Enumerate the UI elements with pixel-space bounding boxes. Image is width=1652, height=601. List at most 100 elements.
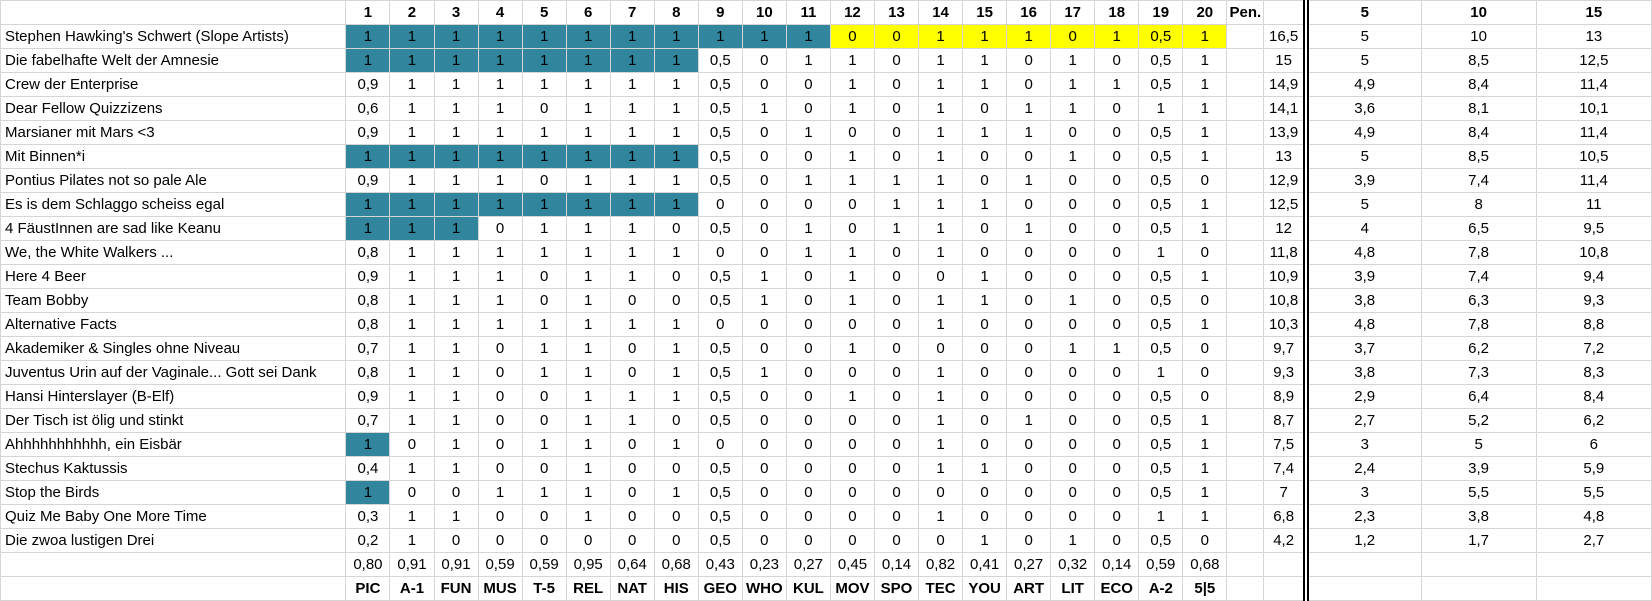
score-cell-q9[interactable]: 0,5 <box>697 72 743 97</box>
score-cell-q16[interactable]: 0 <box>1006 336 1052 361</box>
checkpoint-cell-5[interactable]: 3 <box>1302 432 1422 457</box>
score-cell-q11[interactable]: 0 <box>785 312 831 337</box>
score-cell-q5[interactable]: 1 <box>521 312 567 337</box>
total-col-header[interactable] <box>1263 0 1307 25</box>
score-cell-q20[interactable]: 1 <box>1182 432 1228 457</box>
score-cell-q2[interactable]: 1 <box>389 144 435 169</box>
score-cell-q16[interactable]: 0 <box>1006 288 1052 313</box>
score-cell-q18[interactable]: 0 <box>1094 264 1140 289</box>
categories-checkpoint-cell[interactable] <box>1535 576 1652 601</box>
score-cell-q6[interactable]: 1 <box>565 288 611 313</box>
averages-checkpoint-cell[interactable] <box>1420 552 1537 577</box>
score-cell-q5[interactable]: 0 <box>521 264 567 289</box>
question-col-header-11[interactable]: 11 <box>785 0 831 25</box>
score-cell-q15[interactable]: 0 <box>962 336 1008 361</box>
score-cell-q17[interactable]: 0 <box>1050 432 1096 457</box>
score-cell-q9[interactable]: 0,5 <box>697 360 743 385</box>
score-cell-q2[interactable]: 1 <box>389 240 435 265</box>
score-cell-q20[interactable]: 1 <box>1182 72 1228 97</box>
score-cell-q17[interactable]: 0 <box>1050 120 1096 145</box>
score-cell-q4[interactable]: 1 <box>477 288 523 313</box>
score-cell-q4[interactable]: 0 <box>477 336 523 361</box>
team-name-cell[interactable]: Dear Fellow Quizzizens <box>0 96 347 121</box>
score-cell-q9[interactable]: 0 <box>697 240 743 265</box>
score-cell-q11[interactable]: 1 <box>785 48 831 73</box>
score-cell-q12[interactable]: 1 <box>829 144 875 169</box>
categories-penalty-cell[interactable] <box>1226 576 1265 601</box>
score-cell-q13[interactable]: 0 <box>873 96 920 121</box>
score-cell-q9[interactable]: 0,5 <box>697 216 743 241</box>
category-cell-T-5[interactable]: T-5 <box>521 576 567 601</box>
score-cell-q11[interactable]: 0 <box>785 432 831 457</box>
average-cell-q16[interactable]: 0,27 <box>1006 552 1052 577</box>
score-cell-q19[interactable]: 1 <box>1138 360 1184 385</box>
score-cell-q19[interactable]: 0,5 <box>1138 192 1184 217</box>
score-cell-q1[interactable]: 0,4 <box>345 456 391 481</box>
score-cell-q14[interactable]: 1 <box>918 504 964 529</box>
score-cell-q13[interactable]: 0 <box>873 336 920 361</box>
score-cell-q16[interactable]: 0 <box>1006 192 1052 217</box>
score-cell-q9[interactable]: 0,5 <box>697 384 743 409</box>
score-cell-q10[interactable]: 0 <box>741 240 787 265</box>
checkpoint-cell-10[interactable]: 7,8 <box>1420 312 1537 337</box>
score-cell-q13[interactable]: 0 <box>873 48 920 73</box>
score-cell-q13[interactable]: 0 <box>873 288 920 313</box>
score-cell-q4[interactable]: 1 <box>477 48 523 73</box>
penalty-cell[interactable] <box>1226 48 1265 73</box>
question-col-header-12[interactable]: 12 <box>829 0 875 25</box>
checkpoint-cell-10[interactable]: 5,2 <box>1420 408 1537 433</box>
question-col-header-16[interactable]: 16 <box>1006 0 1052 25</box>
score-cell-q9[interactable]: 0,5 <box>697 144 743 169</box>
score-cell-q15[interactable]: 0 <box>962 360 1008 385</box>
penalty-cell[interactable] <box>1226 288 1265 313</box>
score-cell-q7[interactable]: 1 <box>609 168 655 193</box>
score-cell-q14[interactable]: 1 <box>918 240 964 265</box>
penalty-cell[interactable] <box>1226 168 1265 193</box>
category-cell-PIC[interactable]: PIC <box>345 576 391 601</box>
score-cell-q10[interactable]: 0 <box>741 432 787 457</box>
score-cell-q12[interactable]: 1 <box>829 240 875 265</box>
checkpoint-cell-10[interactable]: 8,1 <box>1420 96 1537 121</box>
checkpoint-cell-10[interactable]: 8,5 <box>1420 48 1537 73</box>
score-cell-q12[interactable]: 1 <box>829 288 875 313</box>
penalty-cell[interactable] <box>1226 216 1265 241</box>
score-cell-q16[interactable]: 1 <box>1006 168 1052 193</box>
score-cell-q14[interactable]: 1 <box>918 168 964 193</box>
checkpoint-col-header-5[interactable]: 5 <box>1302 0 1422 25</box>
score-cell-q8[interactable]: 0 <box>653 528 699 553</box>
score-cell-q4[interactable]: 1 <box>477 192 523 217</box>
score-cell-q6[interactable]: 1 <box>565 168 611 193</box>
score-cell-q8[interactable]: 1 <box>653 72 699 97</box>
team-name-cell[interactable]: Here 4 Beer <box>0 264 347 289</box>
average-cell-q5[interactable]: 0,59 <box>521 552 567 577</box>
score-cell-q11[interactable]: 0 <box>785 144 831 169</box>
categories-checkpoint-cell[interactable] <box>1302 576 1422 601</box>
score-cell-q3[interactable]: 1 <box>433 456 479 481</box>
score-cell-q3[interactable]: 1 <box>433 96 479 121</box>
score-cell-q6[interactable]: 1 <box>565 312 611 337</box>
category-cell-YOU[interactable]: YOU <box>962 576 1008 601</box>
question-col-header-2[interactable]: 2 <box>389 0 435 25</box>
score-cell-q5[interactable]: 0 <box>521 384 567 409</box>
checkpoint-cell-15[interactable]: 11,4 <box>1535 120 1652 145</box>
question-col-header-13[interactable]: 13 <box>873 0 920 25</box>
total-cell[interactable]: 12,9 <box>1263 168 1307 193</box>
total-cell[interactable]: 6,8 <box>1263 504 1307 529</box>
score-cell-q8[interactable]: 0 <box>653 264 699 289</box>
score-cell-q14[interactable]: 0 <box>918 528 964 553</box>
score-cell-q12[interactable]: 0 <box>829 120 875 145</box>
score-cell-q13[interactable]: 0 <box>873 360 920 385</box>
score-cell-q12[interactable]: 0 <box>829 24 875 49</box>
team-name-cell[interactable]: Pontius Pilates not so pale Ale <box>0 168 347 193</box>
score-cell-q14[interactable]: 1 <box>918 456 964 481</box>
score-cell-q8[interactable]: 0 <box>653 288 699 313</box>
score-cell-q19[interactable]: 0,5 <box>1138 408 1184 433</box>
score-cell-q9[interactable]: 0,5 <box>697 528 743 553</box>
score-cell-q4[interactable]: 1 <box>477 72 523 97</box>
checkpoint-cell-15[interactable]: 11,4 <box>1535 168 1652 193</box>
score-cell-q16[interactable]: 0 <box>1006 432 1052 457</box>
checkpoint-cell-10[interactable]: 10 <box>1420 24 1537 49</box>
checkpoint-col-header-10[interactable]: 10 <box>1420 0 1537 25</box>
score-cell-q7[interactable]: 1 <box>609 96 655 121</box>
score-cell-q2[interactable]: 1 <box>389 48 435 73</box>
